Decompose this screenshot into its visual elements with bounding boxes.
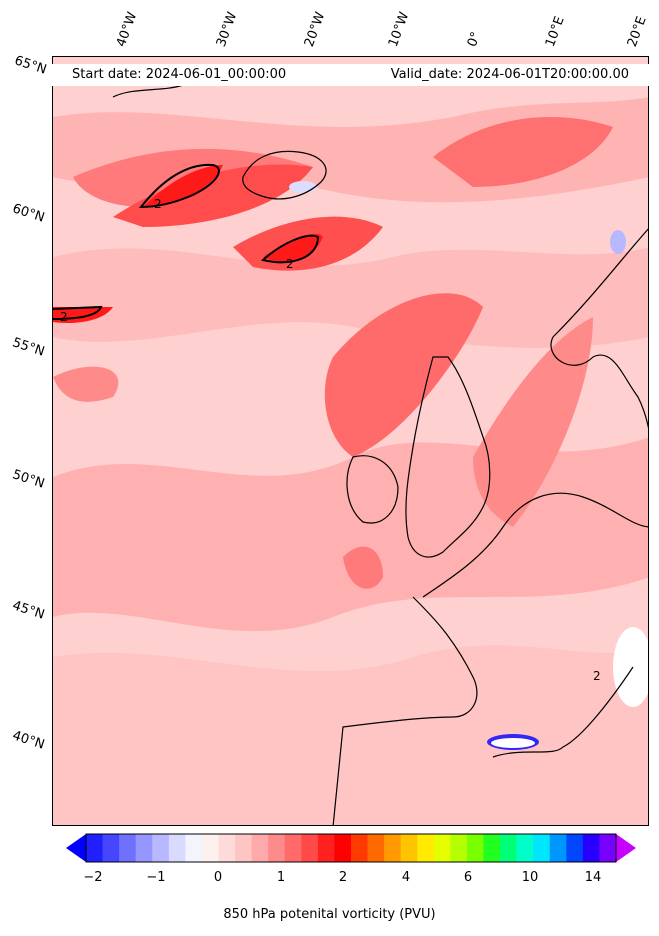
longitude-label: 20°W [301,10,329,49]
masked-terrain [613,627,648,707]
field-core [143,165,223,207]
field-streak [433,117,613,187]
colorbar-cell [500,834,518,862]
colorbar-extend-left [66,834,86,862]
colorbar-outline [85,833,617,863]
colorbar-cell [218,834,236,862]
colorbar-cell [599,834,617,862]
field-band [53,645,648,825]
field-streak [473,317,593,527]
colorbar-cell [251,834,269,862]
colorbar-cells [86,834,617,862]
longitude-label: 10°E [542,14,568,50]
colorbar-tick: 2 [338,870,348,885]
mediterranean-coast [492,666,634,758]
longitude-label: 0° [464,29,485,49]
colorbar-cell [152,834,170,862]
iceland-coast [242,150,327,200]
greenland-coast [112,84,184,98]
colorbar-cell [483,834,501,862]
colorbar-cell [417,834,435,862]
colorbar-cell [582,834,600,862]
valid-date: Valid_date: 2024-06-01T20:00:00.00 [390,67,629,82]
colorbar-cell [450,834,468,862]
ireland-coast [346,455,399,524]
colorbar-cell [135,834,153,862]
colorbar-cell [367,834,385,862]
colorbar-cell [533,834,551,862]
map-panel: 2 2 2 2 [52,56,649,826]
masked-terrain [491,738,535,748]
latitude-label: 55°N [10,335,47,360]
colorbar-tick: 4 [401,870,411,885]
colorbar-cell [102,834,120,862]
colorbar-cell [466,834,484,862]
longitude-label: 40°W [113,10,141,49]
continental-coast [422,492,648,598]
latitude-label: 40°N [10,728,47,753]
contour-label: 2 [154,197,162,211]
pv2-contour [53,305,103,320]
latitude-label: 60°N [10,201,47,226]
title-bar: Start date: 2024-06-01_00:00:00 Valid_da… [52,64,649,86]
start-date: Start date: 2024-06-01_00:00:00 [72,67,287,82]
pv-field [53,57,648,825]
colorbar-cell [549,834,567,862]
colorbar-tick: 6 [463,870,473,885]
contour-label: 2 [286,257,294,271]
longitude-label: 30°W [213,10,241,49]
colorbar-cell [433,834,451,862]
pv2-contour [138,163,220,209]
colorbar-cell [317,834,335,862]
negative-spot [610,230,626,254]
colorbar-cell [516,834,534,862]
colorbar [66,833,636,863]
colorbar-cell [235,834,253,862]
colorbar-cell [268,834,286,862]
negative-spot [289,181,317,193]
colorbar-tick: −1 [146,870,166,885]
latitude-label: 65°N [12,53,49,78]
colorbar-cell [566,834,584,862]
colorbar-cell [384,834,402,862]
iberia-coast [332,596,478,825]
colorbar-cell [86,834,104,862]
scandinavia-coast [550,228,648,429]
colorbar-cell [185,834,203,862]
colorbar-tick: 0 [213,870,223,885]
colorbar-cell [351,834,369,862]
colorbar-cell [168,834,186,862]
field-streak [53,366,119,402]
colorbar-cell [301,834,319,862]
colorbar-cell [284,834,302,862]
longitude-label: 20°E [624,14,650,50]
colorbar-cell [400,834,418,862]
field-streak [343,546,383,589]
field-streak [113,164,313,227]
colorbar-tick: 14 [584,870,602,885]
colorbar-cell [201,834,219,862]
colorbar-label: 850 hPa potenital vorticity (PVU) [223,907,436,922]
contour-label: 2 [593,669,601,683]
colorbar-tick: −2 [83,870,103,885]
great-britain-coast [405,356,491,558]
longitude-label: 10°W [385,10,413,49]
colorbar-tick: 1 [276,870,286,885]
colorbar-extend-right [616,834,636,862]
pv2-contour [260,234,320,264]
colorbar-tick: 10 [521,870,539,885]
field-band [53,247,648,348]
latitude-label: 50°N [10,467,47,492]
latitude-label: 45°N [10,598,47,623]
colorbar-cell [119,834,137,862]
contour-label: 2 [60,310,68,324]
colorbar-cell [334,834,352,862]
field-streak [324,293,483,457]
